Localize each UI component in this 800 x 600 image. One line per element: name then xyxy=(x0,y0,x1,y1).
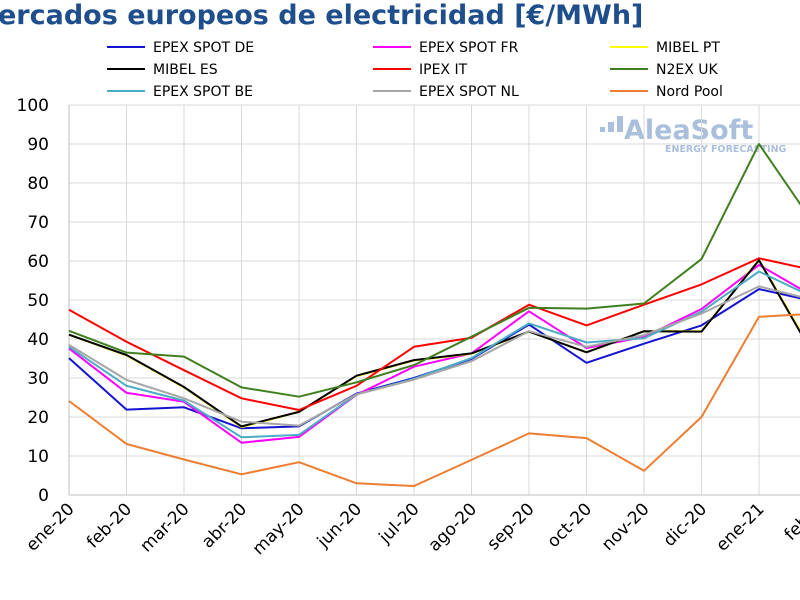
legend-label: EPEX SPOT DE xyxy=(153,40,254,56)
x-tick-label: oct-20 xyxy=(544,499,596,551)
x-tick-label: abr-20 xyxy=(198,499,251,552)
x-tick-label: ene-20 xyxy=(22,499,78,555)
y-tick-label: 40 xyxy=(27,330,49,350)
x-tick-label: nov-20 xyxy=(598,499,654,555)
series-line-epex-spot-fr xyxy=(68,263,800,444)
axes xyxy=(68,105,800,496)
legend-label: IPEX IT xyxy=(419,62,468,78)
x-tick-label: feb-2 xyxy=(781,499,800,544)
legend-label: EPEX SPOT BE xyxy=(153,84,253,100)
x-tick-label: jul-20 xyxy=(375,499,424,548)
chart-title: ercados europeos de electricidad [€/MWh] xyxy=(0,0,644,31)
x-tick-label: jun-20 xyxy=(313,499,366,552)
grid xyxy=(69,104,800,495)
x-tick-label: sep-20 xyxy=(483,499,538,554)
x-tick-label: dic-20 xyxy=(660,499,711,550)
y-tick-label: 0 xyxy=(38,486,49,506)
aleasoft-logo-icon xyxy=(600,116,623,132)
y-tick-label: 60 xyxy=(27,252,49,272)
y-tick-label: 90 xyxy=(27,135,49,155)
x-tick-label: ene-21 xyxy=(712,499,768,555)
series-lines xyxy=(68,143,800,487)
series-line-mibel-es xyxy=(68,259,800,428)
legend-label: N2EX UK xyxy=(656,62,719,78)
legend-label: Nord Pool xyxy=(656,84,723,100)
y-tick-label: 70 xyxy=(27,213,49,233)
legend-label: MIBEL ES xyxy=(153,62,218,78)
y-tick-label: 30 xyxy=(27,369,49,389)
x-tick-label: ago-20 xyxy=(425,499,481,555)
legend: EPEX SPOT DE EPEX SPOT FR MIBEL PT MIBEL ES… xyxy=(107,40,723,100)
series-line-n2ex-uk xyxy=(68,143,800,398)
x-tick-label: feb-20 xyxy=(83,499,136,552)
series-line-ipex-it xyxy=(68,257,800,411)
legend-label: EPEX SPOT FR xyxy=(419,40,519,56)
x-tick-label: may-20 xyxy=(249,499,309,559)
series-line-nord-pool xyxy=(68,313,800,487)
legend-label: EPEX SPOT NL xyxy=(419,84,519,100)
watermark-brand: AleaSoft xyxy=(624,115,753,146)
aleasoft-watermark: AleaSoft ENERGY FORECASTING xyxy=(600,115,787,155)
y-tick-label: 10 xyxy=(27,447,49,467)
y-tick-label: 50 xyxy=(27,291,49,311)
x-tick-label: mar-20 xyxy=(137,499,194,556)
watermark-tagline: ENERGY FORECASTING xyxy=(665,144,787,155)
y-tick-label: 100 xyxy=(17,96,49,116)
y-tick-label: 80 xyxy=(27,174,49,194)
y-tick-label: 20 xyxy=(27,408,49,428)
legend-label: MIBEL PT xyxy=(656,40,720,56)
y-axis-ticks: 0 10 20 30 40 50 60 70 80 90 100 xyxy=(17,96,49,506)
series-line-epex-spot-nl xyxy=(68,285,800,427)
